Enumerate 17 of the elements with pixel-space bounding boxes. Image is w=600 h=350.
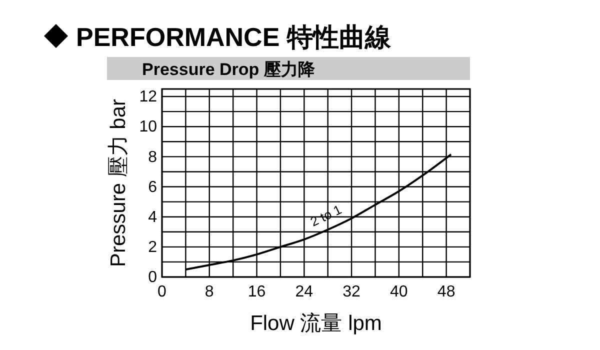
x-tick-label: 32 <box>342 283 361 300</box>
x-tick-label: 48 <box>437 283 456 300</box>
y-axis-title: Pressure 壓力 bar <box>107 98 130 268</box>
y-tick-label: 4 <box>148 208 158 226</box>
x-tick-label: 8 <box>204 283 214 300</box>
y-tick-label: 10 <box>139 118 158 136</box>
chart-title: PERFORMANCE 特性曲線 <box>76 22 392 52</box>
chart-subtitle: Pressure Drop 壓力降 <box>142 60 316 79</box>
y-tick-label: 0 <box>148 269 158 286</box>
x-tick-label: 16 <box>248 283 266 300</box>
y-tick-label: 8 <box>148 148 158 166</box>
x-axis-title: Flow 流量 lpm <box>250 312 382 335</box>
y-tick-label: 2 <box>148 239 158 256</box>
y-tick-label: 12 <box>139 88 158 106</box>
x-tick-label: 24 <box>295 283 314 300</box>
x-tick-label: 40 <box>390 283 408 300</box>
y-tick-label: 6 <box>148 178 158 196</box>
